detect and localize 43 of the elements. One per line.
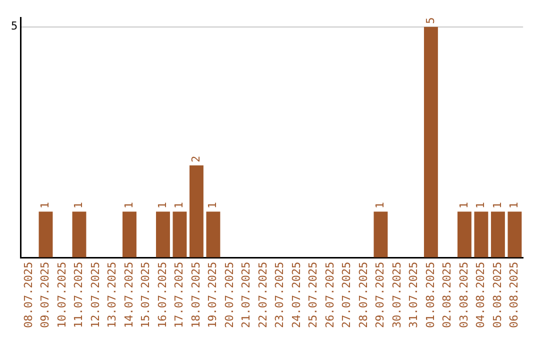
data-label: 1: [374, 202, 387, 209]
x-tick-label: 28.07.2025: [356, 262, 370, 328]
data-label: 1: [172, 202, 186, 209]
data-label: 1: [206, 202, 220, 209]
x-tick-label: 01.08.2025: [424, 262, 437, 328]
x-tick-label: 16.07.2025: [156, 262, 169, 328]
x-tick-label: 18.07.2025: [189, 262, 202, 328]
x-tick-label: 10.07.2025: [55, 262, 68, 328]
data-label: 1: [474, 202, 488, 209]
x-tick-label: 23.07.2025: [273, 262, 286, 328]
x-tick-label: 14.07.2025: [122, 262, 136, 328]
x-tick-label: 15.07.2025: [139, 262, 152, 328]
x-tick-label: 19.07.2025: [206, 262, 220, 328]
x-tick-label: 29.07.2025: [374, 262, 387, 328]
x-tick-label: 27.07.2025: [340, 262, 354, 328]
x-tick-label: 05.08.2025: [490, 262, 504, 328]
data-label: 5: [424, 17, 437, 24]
data-label: 1: [38, 202, 52, 209]
x-tick-label: 09.07.2025: [38, 262, 52, 328]
x-tick-label: 25.07.2025: [306, 262, 320, 328]
x-tick-label: 20.07.2025: [222, 262, 236, 328]
x-tick-label: 21.07.2025: [240, 262, 253, 328]
x-tick-label: 11.07.2025: [72, 262, 86, 328]
data-label: 1: [156, 202, 169, 209]
x-tick-label: 26.07.2025: [323, 262, 336, 328]
x-tick-label: 08.07.2025: [22, 262, 35, 328]
data-label: 1: [457, 202, 470, 209]
x-tick-label: 13.07.2025: [106, 262, 119, 328]
x-tick-label: 30.07.2025: [390, 262, 404, 328]
x-tick-label: 22.07.2025: [256, 262, 270, 328]
x-tick-label: 31.07.2025: [407, 262, 420, 328]
x-tick-label: 04.08.2025: [474, 262, 488, 328]
data-label: 2: [189, 156, 202, 162]
data-label: 1: [72, 202, 86, 209]
x-tick-label: 03.08.2025: [457, 262, 470, 328]
data-label: 1: [508, 202, 521, 209]
x-tick-label: 06.08.2025: [508, 262, 521, 328]
data-label: 1: [490, 202, 504, 209]
x-tick-label: 02.08.2025: [440, 262, 454, 328]
x-tick-label: 17.07.2025: [172, 262, 186, 328]
x-tick-label: 24.07.2025: [290, 262, 303, 328]
x-tick-label: 12.07.2025: [88, 262, 102, 328]
data-label: 1: [122, 202, 136, 209]
